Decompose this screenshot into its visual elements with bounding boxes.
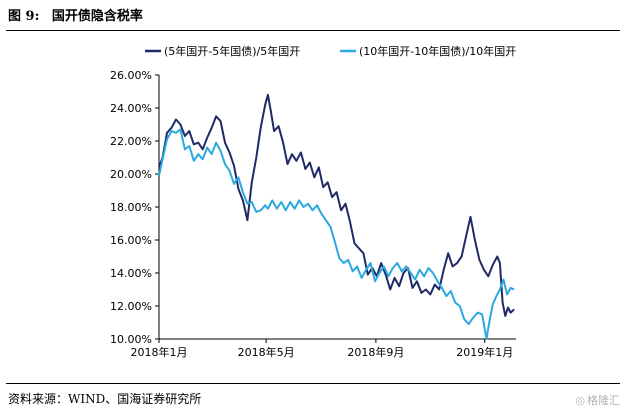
y-tick-label: 22.00%	[110, 135, 152, 148]
x-tick-label: 2019年1月	[456, 345, 513, 359]
x-tick-label: 2018年5月	[238, 345, 295, 359]
chart-legend: (5年国开-5年国债)/5年国开 (10年国开-10年国债)/10年国开	[145, 44, 516, 58]
series-line-2	[158, 128, 515, 340]
y-tick-label: 20.00%	[110, 168, 152, 181]
source-note: 资料来源：WIND、国海证券研究所	[8, 392, 202, 406]
watermark: ◎ 格隆汇	[575, 392, 620, 408]
watermark-logo-icon: ◎	[575, 394, 585, 407]
figure-title-text: 国开债隐含税率	[51, 9, 143, 24]
y-tick-label: 26.00%	[110, 69, 152, 82]
bottom-rule	[6, 383, 620, 384]
watermark-text: 格隆汇	[587, 394, 620, 407]
x-tick-label: 2018年9月	[347, 345, 404, 359]
series-line-1	[158, 93, 515, 317]
x-tick-label: 2018年1月	[131, 345, 188, 359]
top-rule	[6, 30, 620, 31]
legend-label-1: (5年国开-5年国债)/5年国开	[164, 44, 300, 58]
legend-label-2: (10年国开-10年国债)/10年国开	[359, 44, 516, 58]
y-tick-label: 10.00%	[110, 333, 152, 346]
chart: (5年国开-5年国债)/5年国开 (10年国开-10年国债)/10年国开 26.0…	[110, 44, 516, 359]
y-tick-label: 18.00%	[110, 201, 152, 214]
y-tick-label: 12.00%	[110, 300, 152, 313]
chart-series-layer	[158, 93, 515, 340]
y-tick-label: 14.00%	[110, 267, 152, 280]
chart-axes: 26.00% 24.00% 22.00% 20.00% 18.00% 16.00% 14.0…	[110, 69, 516, 359]
y-tick-label: 16.00%	[110, 234, 152, 247]
figure-number: 图 9:	[8, 9, 40, 24]
figure-title: 图 9: 国开债隐含税率	[8, 5, 143, 24]
y-tick-label: 24.00%	[110, 102, 152, 115]
